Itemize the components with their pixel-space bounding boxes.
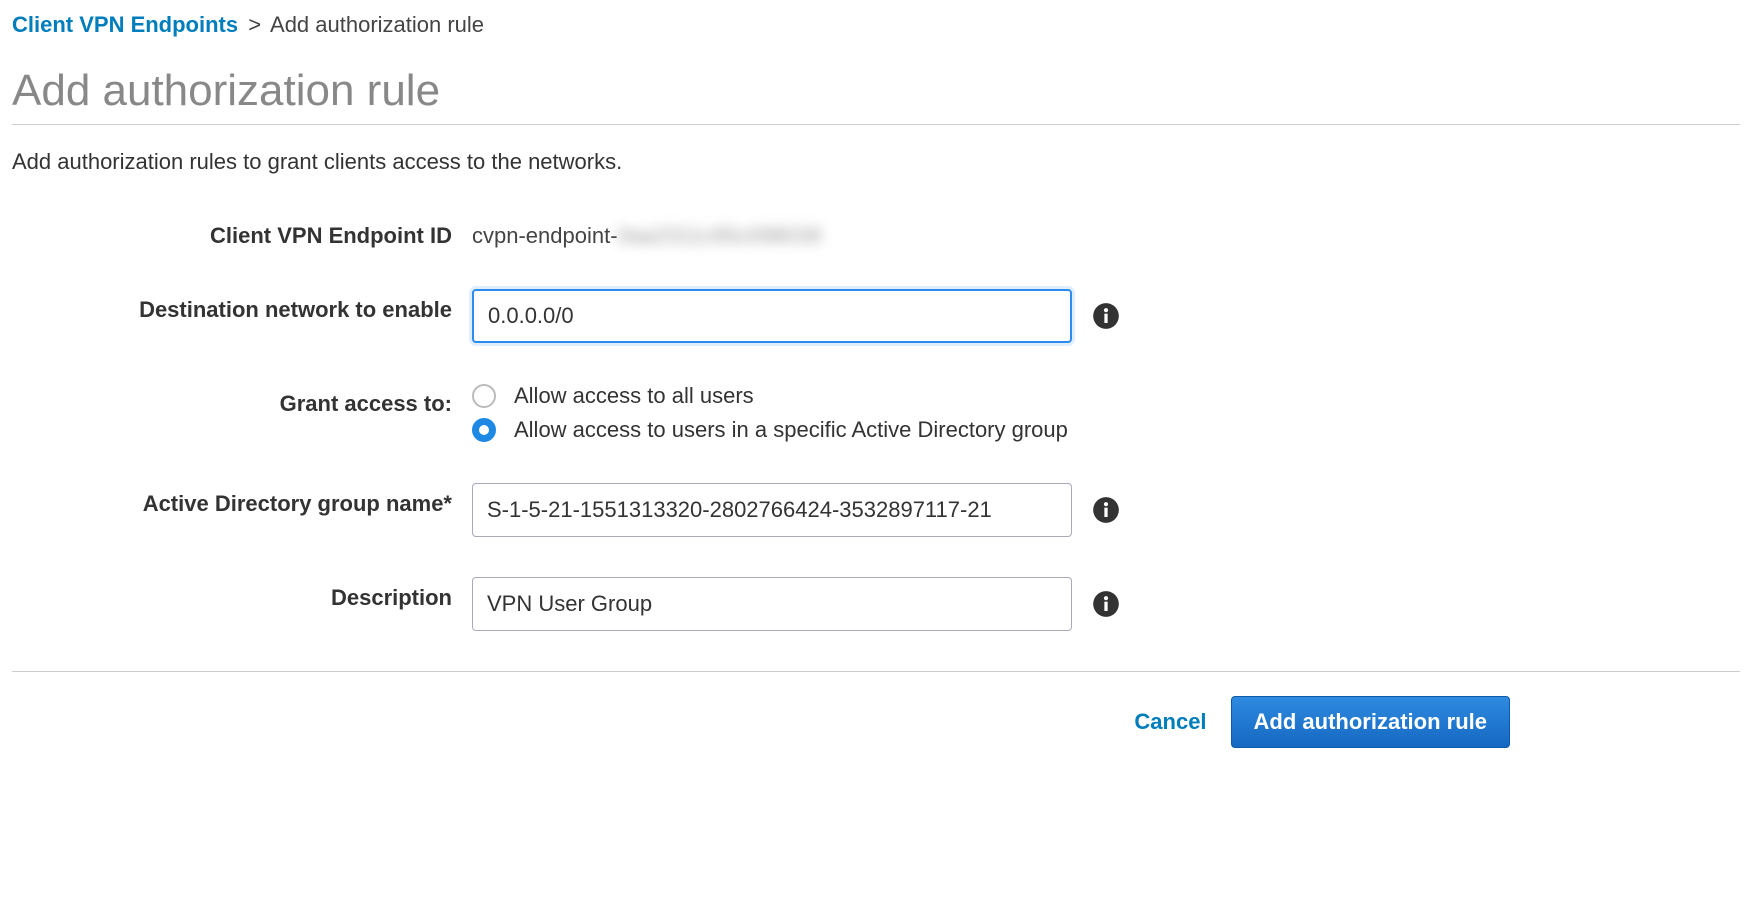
page-title: Add authorization rule bbox=[12, 66, 1740, 125]
info-icon[interactable] bbox=[1092, 496, 1120, 524]
label-endpoint-id: Client VPN Endpoint ID bbox=[12, 215, 472, 249]
cancel-button[interactable]: Cancel bbox=[1134, 709, 1206, 735]
breadcrumb: Client VPN Endpoints > Add authorization… bbox=[12, 12, 1740, 38]
radio-indicator-unchecked bbox=[472, 384, 496, 408]
destination-network-input[interactable] bbox=[472, 289, 1072, 343]
actions-bar: Cancel Add authorization rule bbox=[12, 671, 1740, 748]
label-grant-access: Grant access to: bbox=[12, 383, 472, 417]
info-icon[interactable] bbox=[1092, 590, 1120, 618]
row-ad-group-name: Active Directory group name* bbox=[12, 483, 1740, 537]
radio-all-users[interactable]: Allow access to all users bbox=[472, 383, 1068, 409]
radio-specific-ad-group[interactable]: Allow access to users in a specific Acti… bbox=[472, 417, 1068, 443]
label-description: Description bbox=[12, 577, 472, 611]
row-endpoint-id: Client VPN Endpoint ID cvpn-endpoint-0aa… bbox=[12, 215, 1740, 249]
radio-label-all-users: Allow access to all users bbox=[514, 383, 754, 409]
label-destination-network: Destination network to enable bbox=[12, 289, 472, 323]
grant-access-radio-group: Allow access to all users Allow access t… bbox=[472, 383, 1068, 443]
info-icon[interactable] bbox=[1092, 302, 1120, 330]
breadcrumb-root-link[interactable]: Client VPN Endpoints bbox=[12, 12, 238, 37]
breadcrumb-separator: > bbox=[244, 12, 265, 37]
row-description: Description bbox=[12, 577, 1740, 631]
description-input[interactable] bbox=[472, 577, 1072, 631]
breadcrumb-current: Add authorization rule bbox=[270, 12, 484, 37]
endpoint-id-prefix: cvpn-endpoint- bbox=[472, 223, 618, 248]
row-destination-network: Destination network to enable bbox=[12, 289, 1740, 343]
page-subtitle: Add authorization rules to grant clients… bbox=[12, 149, 1740, 175]
ad-group-name-input[interactable] bbox=[472, 483, 1072, 537]
radio-indicator-checked bbox=[472, 418, 496, 442]
value-endpoint-id: cvpn-endpoint-0aa2311c95c098039 bbox=[472, 215, 821, 249]
radio-label-specific-ad-group: Allow access to users in a specific Acti… bbox=[514, 417, 1068, 443]
add-authorization-rule-button[interactable]: Add authorization rule bbox=[1231, 696, 1510, 748]
row-grant-access: Grant access to: Allow access to all use… bbox=[12, 383, 1740, 443]
label-ad-group-name: Active Directory group name* bbox=[12, 483, 472, 517]
endpoint-id-redacted: 0aa2311c95c098039 bbox=[618, 223, 822, 248]
